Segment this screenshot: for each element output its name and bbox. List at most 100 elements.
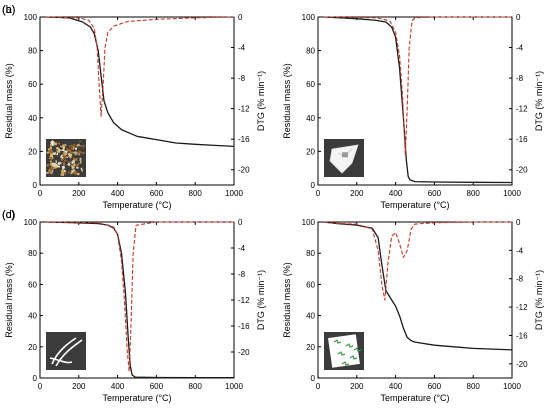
sample-fragment (60, 169, 65, 174)
y-tick-label: 40 (28, 312, 37, 321)
sample-fragment (45, 171, 50, 174)
y-tick-label: 0 (33, 374, 38, 383)
sample-fragment (60, 156, 65, 162)
y-tick-label: 60 (28, 80, 37, 89)
sample-fragment (62, 171, 65, 175)
sample-fragment (51, 156, 54, 159)
x-tick-label: 1000 (503, 189, 521, 198)
dtg-curve (323, 16, 512, 156)
sample-fragment (66, 147, 69, 152)
sample-fragment (81, 144, 86, 147)
sample-fragment (56, 152, 59, 156)
x-tick-label: 0 (38, 382, 43, 391)
y-tick-label: 60 (306, 80, 315, 89)
green-print-mark (349, 355, 358, 360)
y2-tick-label: -12 (238, 105, 250, 114)
x-tick-label: 800 (189, 382, 203, 391)
x-tick-label: 0 (316, 189, 321, 198)
x-tick-label: 800 (189, 189, 203, 198)
y2-tick-label: -4 (516, 44, 524, 53)
inset-photo (46, 332, 86, 370)
y2-tick-label: -8 (238, 270, 246, 279)
plot-frame (317, 16, 513, 186)
sample-fragment (67, 162, 71, 167)
sample-fragment (51, 162, 57, 167)
sample-fragment (76, 166, 79, 169)
y2-tick-label: -4 (238, 44, 246, 53)
y2-tick-label: -8 (238, 74, 246, 83)
sample-fragment (49, 143, 52, 147)
sample-fragment (49, 149, 54, 154)
residual-mass-curve (45, 16, 235, 148)
sample-fragment (73, 144, 77, 148)
inset-photo (324, 139, 364, 177)
white-fiber (49, 337, 83, 367)
sample-fragment (58, 161, 62, 165)
sample-fragment (71, 165, 76, 169)
y-tick-label: 20 (306, 147, 315, 156)
sample-fragment (72, 159, 76, 163)
sample-fragment (79, 158, 82, 162)
sample-fragment (64, 170, 67, 175)
x-tick-label: 600 (150, 189, 164, 198)
y-tick-label: 60 (28, 280, 37, 289)
green-print-mark (345, 343, 354, 348)
panel-label: (c) (2, 209, 15, 221)
sample-fragment (59, 145, 64, 149)
x-tick-label: 1000 (225, 382, 243, 391)
y-tick-label: 100 (302, 218, 316, 227)
y2-tick-label: 0 (516, 13, 521, 22)
dtg-curve (45, 221, 234, 373)
y2-tick-label: -4 (238, 244, 246, 253)
sample-fragment (68, 150, 71, 154)
x-tick-label: 600 (150, 382, 164, 391)
sample-fragment (55, 160, 57, 164)
sample-fragment (46, 151, 50, 154)
residual-mass-curve (323, 221, 513, 351)
sample-fragment (53, 142, 57, 146)
sample-fragment (46, 163, 50, 167)
sample-fragment (52, 152, 57, 156)
y2-tick-label: -20 (238, 166, 250, 175)
y2-axis-title: DTG (% min⁻¹) (256, 71, 266, 131)
sample-fragment (69, 171, 73, 175)
y2-tick-label: -16 (516, 135, 528, 144)
sample-fragment (68, 171, 71, 174)
green-print-mark (341, 361, 350, 366)
y-tick-label: 80 (306, 47, 315, 56)
y2-tick-label: -12 (516, 105, 528, 114)
y-tick-label: 20 (28, 343, 37, 352)
y-tick-label: 40 (306, 312, 315, 321)
sample-fragment (62, 151, 68, 156)
x-tick-label: 800 (467, 382, 481, 391)
sample-fragment (62, 148, 65, 152)
green-print-mark (337, 351, 346, 356)
sample-fragment (76, 143, 81, 147)
x-tick-label: 200 (350, 189, 364, 198)
sample-fragment (56, 146, 60, 151)
sample-fragment (66, 156, 69, 158)
sample-fragment (49, 156, 53, 160)
y-tick-label: 80 (28, 47, 37, 56)
sample-fragment (50, 139, 55, 145)
printed-label (328, 334, 360, 368)
green-print-mark (353, 347, 362, 352)
x-tick-label: 0 (316, 382, 321, 391)
x-tick-label: 800 (467, 189, 481, 198)
y2-axis-title: DTG (% min⁻¹) (256, 270, 266, 330)
y-tick-label: 60 (306, 280, 315, 289)
panel-label: (b) (2, 4, 15, 16)
sample-fragment (82, 147, 84, 149)
sample-fragment (74, 153, 77, 156)
plot-frame (317, 221, 513, 379)
sample-fragment (73, 150, 79, 156)
plot-frame (39, 16, 235, 186)
sample-fragment (80, 167, 84, 172)
x-tick-label: 1000 (503, 382, 521, 391)
inset-photo (45, 139, 86, 177)
x-tick-label: 400 (389, 382, 403, 391)
